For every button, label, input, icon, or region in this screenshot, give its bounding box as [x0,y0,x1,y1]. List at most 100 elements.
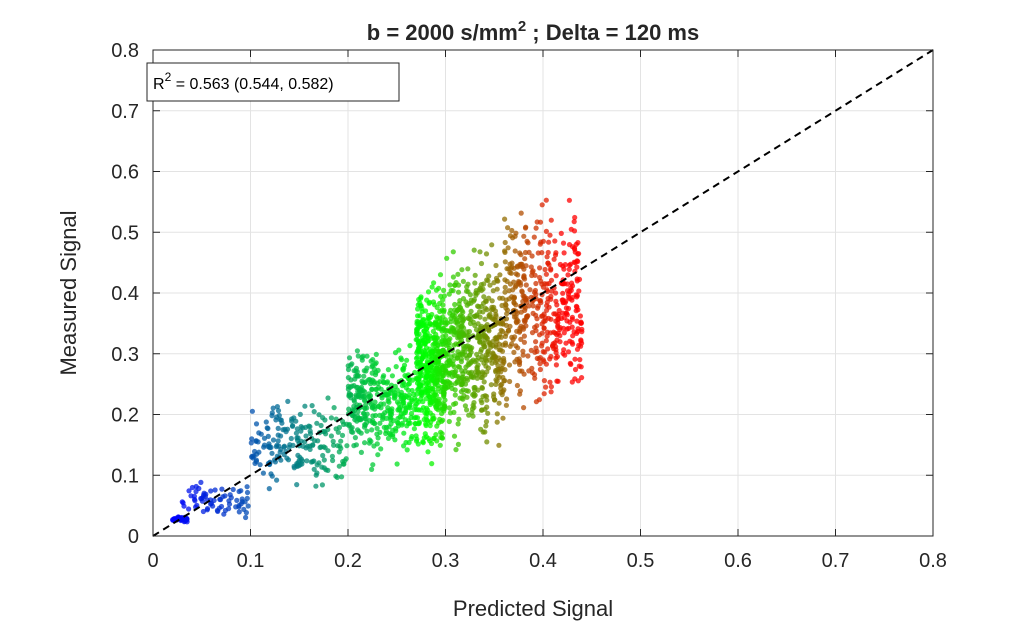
data-point [212,487,218,493]
data-point [494,411,500,417]
data-point [385,367,391,373]
data-point [513,271,519,277]
data-point [182,518,188,524]
data-point [370,357,376,363]
data-point [481,379,487,385]
data-point [286,444,292,450]
data-point [578,320,585,326]
data-point [465,332,471,338]
data-point [547,330,554,336]
r2-symbol: R [153,76,165,93]
data-point [576,288,582,294]
data-point [375,452,381,458]
data-point [413,355,420,361]
data-point [576,363,582,369]
data-point [425,289,432,295]
data-point [573,292,579,298]
data-point [547,232,553,238]
data-point [452,387,458,393]
data-point [387,407,393,413]
data-point [498,334,504,340]
data-point [537,361,543,367]
data-point [352,435,358,441]
data-point [528,264,534,270]
data-point [330,438,336,444]
data-point [544,333,550,339]
data-point [517,391,523,397]
data-point [441,390,447,396]
data-point [487,357,493,363]
data-point [431,280,437,286]
data-point [417,382,423,388]
data-point [316,412,322,418]
data-point [408,410,415,417]
data-point [553,290,559,296]
data-point [325,395,331,401]
data-point [361,373,367,379]
data-point [571,329,577,335]
data-point [475,334,481,341]
x-tick-label: 0.6 [724,550,752,572]
data-point [557,327,563,333]
data-point [553,355,559,361]
data-point [507,323,513,329]
data-point [268,471,274,477]
data-point [285,398,291,404]
data-point [513,343,519,349]
data-point [520,348,526,354]
data-point [504,396,510,402]
data-point [222,507,228,514]
data-point [477,314,483,320]
data-point [546,239,552,245]
data-point [574,304,580,310]
data-point [471,404,477,410]
data-point [483,251,490,257]
data-point [507,261,513,267]
data-point [479,407,485,413]
data-point [467,347,473,353]
data-point [386,399,392,405]
data-point [525,240,531,246]
data-point [533,399,540,405]
data-point [285,457,292,463]
y-tick-label: 0.4 [111,283,139,305]
data-point [291,463,297,469]
data-point [516,329,523,335]
data-point [344,443,350,449]
data-point [430,299,437,305]
data-point [483,419,490,425]
data-point [228,495,234,501]
data-point [345,363,351,369]
data-point [249,408,255,414]
data-point [361,368,367,374]
data-point [423,396,429,402]
data-point [489,242,495,248]
data-point [452,392,458,398]
data-point [353,394,359,400]
data-point [532,375,538,381]
data-point [464,407,470,413]
data-point [478,282,484,288]
data-point [536,332,543,338]
data-point [456,416,462,422]
data-point [437,272,444,278]
data-point [446,418,452,425]
data-point [252,448,258,455]
data-point [369,466,375,472]
r2-superscript: 2 [165,70,172,84]
data-point [443,385,449,391]
data-point [298,428,304,434]
data-point [288,435,294,442]
data-point [249,436,255,442]
data-point [429,461,435,467]
data-point [274,477,280,483]
data-point [362,389,368,395]
data-point [496,442,502,448]
data-point [248,440,254,446]
data-point [578,337,584,343]
data-point [561,330,567,336]
data-point [208,488,214,494]
data-point [502,239,508,246]
data-point [522,256,528,262]
data-point [425,407,431,413]
